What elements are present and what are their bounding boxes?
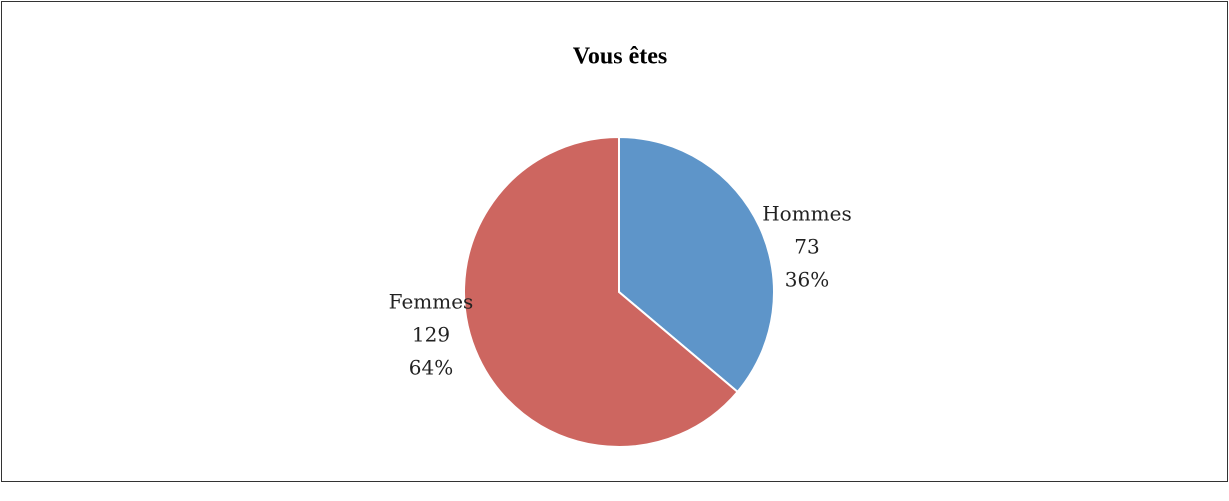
data-label-value: 73 (794, 235, 819, 259)
pie-slice (618, 135, 775, 394)
data-label-name: Femmes (389, 290, 474, 314)
data-label-name: Hommes (762, 202, 852, 226)
data-label-percent: 36% (785, 268, 829, 292)
pie-slice (463, 135, 739, 448)
data-label-percent: 64% (409, 356, 453, 380)
data-label-value: 129 (412, 323, 450, 347)
chart-title: Vous êtes (573, 44, 667, 70)
